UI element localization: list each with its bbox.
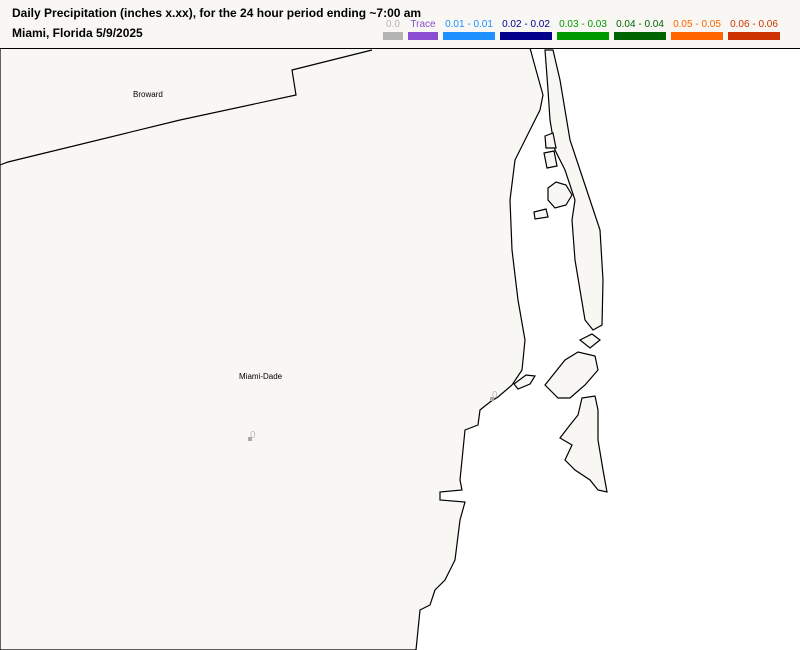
island <box>578 333 601 349</box>
legend-swatch <box>728 32 780 40</box>
legend-label: 0.05 - 0.05 <box>673 19 721 30</box>
station-marker <box>248 437 252 441</box>
legend-item: 0.0 <box>383 19 403 40</box>
legend-label: 0.0 <box>386 19 400 30</box>
legend-item: 0.04 - 0.04 <box>614 19 666 40</box>
legend-item: 0.06 - 0.06 <box>728 19 780 40</box>
county-label-broward: Broward <box>133 90 163 99</box>
legend-swatch <box>671 32 723 40</box>
mainland-coastline <box>0 47 544 650</box>
station-value: 0 <box>250 430 256 441</box>
legend-swatch <box>383 32 403 40</box>
legend-swatch <box>500 32 552 40</box>
station-value: 0 <box>492 390 498 401</box>
legend-item: 0.03 - 0.03 <box>557 19 609 40</box>
legend-item: 0.01 - 0.01 <box>443 19 495 40</box>
county-border <box>0 49 373 166</box>
legend-item: Trace <box>408 19 438 40</box>
legend-item: 0.02 - 0.02 <box>500 19 552 40</box>
county-label-miami-dade: Miami-Dade <box>239 372 283 381</box>
island <box>533 208 549 220</box>
header: Daily Precipitation (inches x.xx), for t… <box>0 0 800 49</box>
legend-label: 0.02 - 0.02 <box>502 19 550 30</box>
barrier-island <box>544 49 604 331</box>
island <box>559 395 608 493</box>
legend-label: 0.01 - 0.01 <box>445 19 493 30</box>
island <box>543 150 558 169</box>
island <box>513 374 537 390</box>
legend-swatch <box>443 32 495 40</box>
legend-item: 0.05 - 0.05 <box>671 19 723 40</box>
island <box>544 132 557 149</box>
legend-swatch <box>614 32 666 40</box>
island <box>547 181 573 209</box>
legend-swatch <box>408 32 438 40</box>
legend-label: 0.06 - 0.06 <box>730 19 778 30</box>
station-marker <box>490 397 494 401</box>
map-title: Daily Precipitation (inches x.xx), for t… <box>12 6 422 20</box>
legend-swatch <box>557 32 609 40</box>
map-subtitle: Miami, Florida 5/9/2025 <box>12 26 143 40</box>
legend-label: 0.03 - 0.03 <box>559 19 607 30</box>
legend-label: Trace <box>410 19 436 30</box>
island <box>544 351 599 399</box>
legend: 0.0 Trace 0.01 - 0.01 0.02 - 0.02 0.03 - 0.0… <box>383 19 780 40</box>
legend-label: 0.04 - 0.04 <box>616 19 664 30</box>
